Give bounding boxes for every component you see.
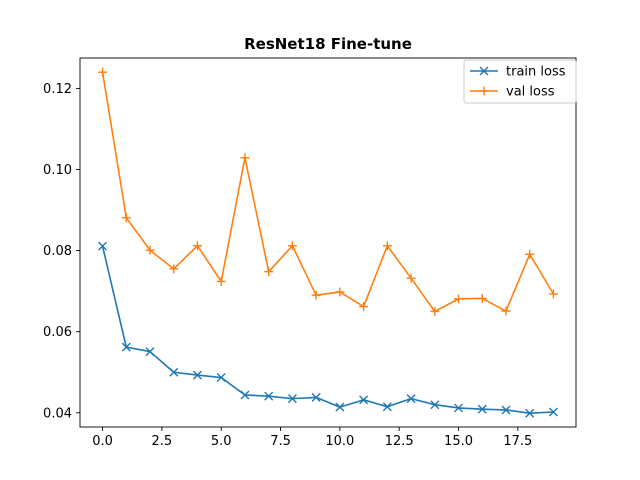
legend: train loss val loss: [463, 59, 577, 104]
point-val-loss-8: [287, 241, 297, 251]
point-val-loss-19: [548, 289, 558, 299]
point-train-loss-4: [192, 370, 202, 380]
legend-item-train-loss: train loss: [470, 65, 566, 80]
y-tick-label: 0.10: [43, 163, 72, 178]
point-train-loss-9: [311, 392, 321, 402]
point-val-loss-7: [264, 267, 274, 277]
point-train-loss-7: [264, 391, 274, 401]
point-train-loss-17: [501, 405, 511, 415]
x-tick-label: 5.0: [211, 434, 232, 449]
point-val-loss-17: [501, 306, 511, 316]
point-train-loss-12: [382, 402, 392, 412]
point-train-loss-18: [525, 408, 535, 418]
x-tick-label: 2.5: [152, 434, 173, 449]
point-train-loss-14: [430, 400, 440, 410]
series-val-loss: [98, 67, 558, 316]
legend-label: train loss: [506, 65, 566, 80]
point-val-loss-0: [98, 67, 108, 77]
point-train-loss-11: [359, 395, 369, 405]
point-train-loss-6: [240, 390, 250, 400]
point-val-loss-18: [525, 249, 535, 259]
point-train-loss-0: [98, 241, 108, 251]
point-val-loss-16: [477, 293, 487, 303]
point-val-loss-5: [216, 276, 226, 286]
point-train-loss-13: [406, 394, 416, 404]
point-val-loss-4: [192, 241, 202, 251]
axes-frame: [79, 57, 577, 428]
point-val-loss-14: [430, 306, 440, 316]
point-train-loss-8: [287, 394, 297, 404]
x-tick-label: 15.0: [444, 434, 473, 449]
point-train-loss-16: [477, 404, 487, 414]
legend-marker-val-loss: [479, 86, 489, 96]
point-train-loss-15: [454, 403, 464, 413]
point-val-loss-10: [335, 287, 345, 297]
legend-marker-train-loss: [479, 66, 489, 76]
legend-item-val-loss: val loss: [470, 85, 555, 100]
plot-area: [98, 67, 558, 418]
point-val-loss-15: [454, 294, 464, 304]
x-tick-label: 0.0: [92, 434, 113, 449]
point-val-loss-13: [406, 273, 416, 283]
point-train-loss-10: [335, 402, 345, 412]
point-val-loss-1: [121, 213, 131, 223]
point-val-loss-6: [240, 153, 250, 163]
point-train-loss-2: [145, 347, 155, 357]
point-train-loss-5: [216, 373, 226, 383]
y-tick-label: 0.04: [43, 406, 72, 421]
point-train-loss-19: [548, 407, 558, 417]
x-tick-label: 17.5: [503, 434, 532, 449]
series-train-loss: [98, 241, 558, 418]
point-train-loss-3: [169, 367, 179, 377]
series-line-train-loss: [101, 245, 554, 415]
point-val-loss-9: [311, 290, 321, 300]
point-val-loss-3: [169, 264, 179, 274]
legend-label: val loss: [506, 85, 555, 100]
x-tick-label: 7.5: [270, 434, 291, 449]
y-tick-label: 0.12: [43, 82, 72, 97]
point-train-loss-1: [121, 342, 131, 352]
point-val-loss-2: [145, 245, 155, 255]
chart-title: ResNet18 Fine-tune: [244, 35, 412, 53]
x-tick-label: 10.0: [325, 434, 354, 449]
y-tick-label: 0.08: [43, 244, 72, 259]
point-val-loss-11: [359, 302, 369, 312]
axes: 0.0 2.5 5.0 7.5 10.0 12.5 15.0 17.5 0.04 0.06 0.08…: [43, 57, 577, 449]
x-tick-label: 12.5: [385, 434, 414, 449]
y-tick-label: 0.06: [43, 325, 72, 340]
point-val-loss-12: [382, 241, 392, 251]
